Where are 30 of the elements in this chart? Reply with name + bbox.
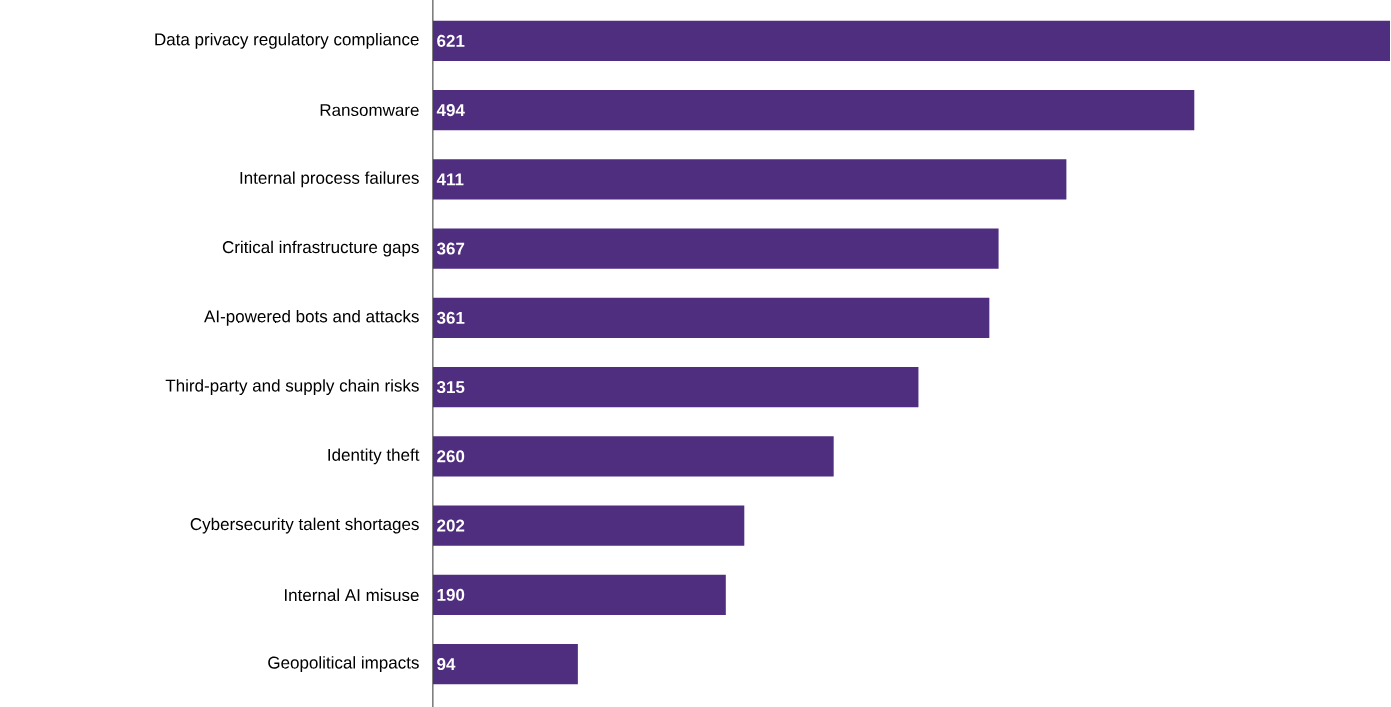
data-label: 260: [437, 450, 465, 463]
bar: [433, 643, 578, 685]
bar: [433, 90, 1195, 131]
y-tick-label: Cybersecurity talent shortages: [190, 517, 419, 534]
bar: [433, 574, 726, 615]
data-label: 315: [436, 381, 465, 394]
y-tick-label: Geopolitical impacts: [268, 656, 419, 672]
y-tick-label: Internal AI misuse: [284, 588, 419, 602]
bar: [433, 228, 999, 269]
y-tick-label: Ransomware: [320, 104, 419, 117]
data-label: 190: [437, 588, 465, 601]
bar: [433, 505, 745, 546]
data-label: 367: [436, 242, 465, 255]
data-label: 94: [437, 658, 456, 671]
data-label: 361: [436, 311, 465, 324]
bar: [433, 367, 919, 408]
data-label: 411: [436, 173, 464, 186]
bar: [433, 297, 990, 338]
y-tick-label: Critical infrastructure gaps: [222, 240, 419, 257]
data-label: 621: [437, 34, 465, 47]
bar: [433, 20, 1391, 61]
y-tick-label: Data privacy regulatory compliance: [155, 32, 419, 49]
y-tick-label: Third-party and supply chain risks: [165, 379, 419, 396]
data-label: 202: [437, 519, 465, 532]
y-tick-label: Identity theft: [328, 448, 420, 465]
data-label: 494: [436, 104, 465, 117]
y-tick-label: Internal process failures: [240, 171, 419, 188]
bar: [433, 159, 1067, 200]
bar: [433, 436, 834, 477]
y-tick-label: AI-powered bots and attacks: [204, 309, 419, 326]
